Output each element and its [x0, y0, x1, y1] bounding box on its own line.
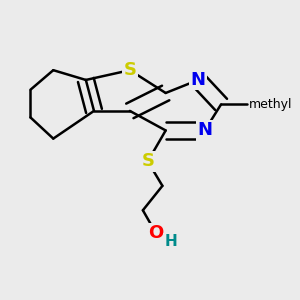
Text: H: H [164, 234, 177, 249]
Text: S: S [123, 61, 136, 79]
Text: N: N [197, 122, 212, 140]
Text: S: S [141, 152, 154, 170]
Text: methyl: methyl [249, 98, 292, 111]
Text: O: O [148, 224, 164, 242]
Text: N: N [191, 71, 206, 89]
